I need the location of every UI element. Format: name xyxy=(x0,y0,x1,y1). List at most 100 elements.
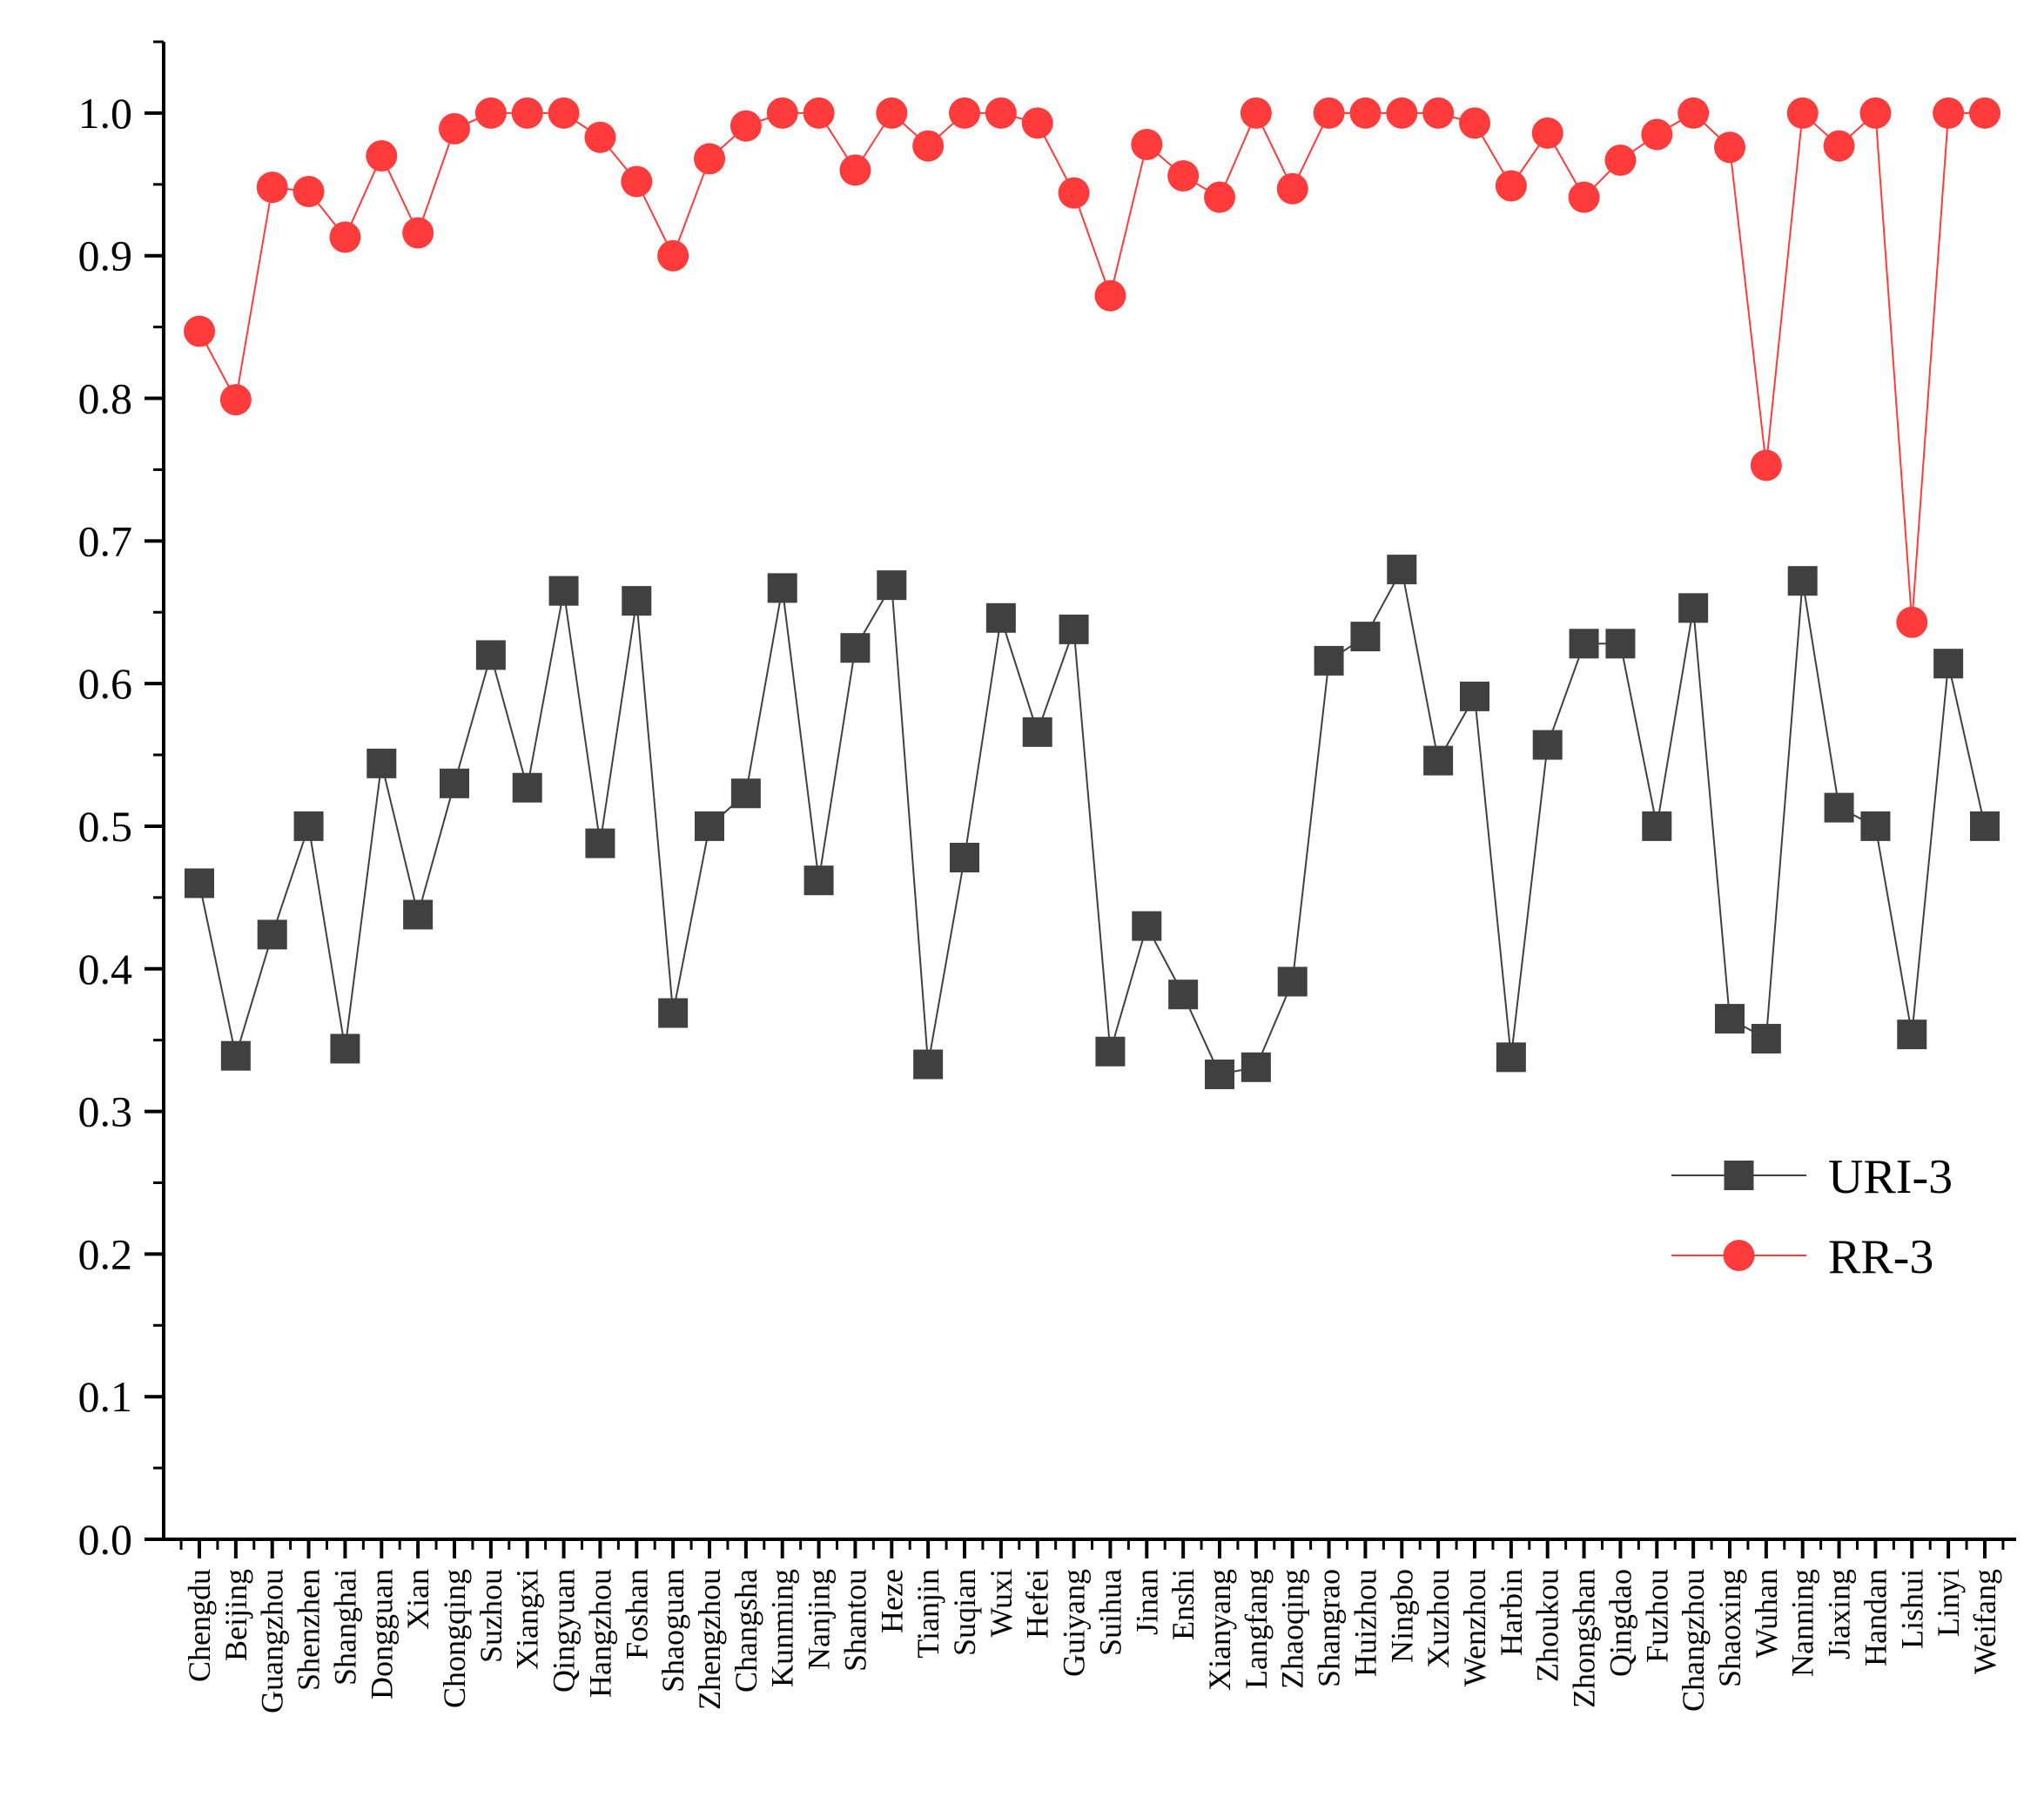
x-tick-label: Wuxi xyxy=(984,1569,1019,1638)
data-point-URI-3 xyxy=(1824,792,1854,823)
data-point-RR-3 xyxy=(1933,97,1965,129)
data-point-RR-3 xyxy=(766,97,798,129)
data-point-URI-3 xyxy=(293,811,324,841)
data-point-URI-3 xyxy=(1277,966,1308,997)
x-tick-label: Chongqing xyxy=(437,1569,472,1708)
data-point-URI-3 xyxy=(1095,1036,1126,1067)
data-point-RR-3 xyxy=(1678,97,1710,129)
series-URI-3 xyxy=(185,555,2000,1089)
x-tick-label: Suqian xyxy=(947,1569,982,1656)
data-point-URI-3 xyxy=(220,1040,251,1071)
x-tick-label: Harbin xyxy=(1494,1569,1529,1656)
x-tick-label: Dongguan xyxy=(364,1569,399,1699)
legend-label-URI-3: URI-3 xyxy=(1828,1150,1953,1204)
x-tick-label: Jinan xyxy=(1129,1569,1164,1635)
series-line-URI-3 xyxy=(198,567,1986,1076)
x-tick-label: Langfang xyxy=(1239,1569,1274,1689)
data-point-URI-3 xyxy=(1314,645,1344,676)
data-point-RR-3 xyxy=(1094,279,1126,312)
data-point-URI-3 xyxy=(1678,593,1709,623)
y-tick-label: 0.0 xyxy=(78,1515,133,1564)
data-point-URI-3 xyxy=(257,919,287,950)
x-tick-label: Tianjin xyxy=(911,1569,945,1659)
data-point-URI-3 xyxy=(1168,979,1199,1010)
data-point-RR-3 xyxy=(292,176,325,207)
y-tick-label: 0.4 xyxy=(78,945,133,993)
x-tick-label: Beijing xyxy=(219,1569,253,1661)
data-point-RR-3 xyxy=(1240,97,1272,129)
x-tick-label: Linyi xyxy=(1931,1569,1966,1637)
data-point-URI-3 xyxy=(803,865,834,896)
x-tick-label: Nanning xyxy=(1785,1569,1820,1677)
data-point-RR-3 xyxy=(839,154,871,186)
data-point-URI-3 xyxy=(622,586,652,616)
x-tick-label: Shantou xyxy=(837,1569,872,1672)
data-point-URI-3 xyxy=(877,570,907,601)
legend: URI-3 RR-3 xyxy=(1671,1150,1953,1284)
x-tick-label: Enshi xyxy=(1166,1569,1200,1640)
x-tick-label: Guangzhou xyxy=(255,1569,290,1713)
data-point-URI-3 xyxy=(1350,622,1381,652)
data-point-URI-3 xyxy=(440,768,469,798)
data-point-RR-3 xyxy=(694,143,725,175)
data-point-URI-3 xyxy=(1205,1059,1234,1089)
x-tick-label: Qingyuan xyxy=(547,1569,582,1693)
legend-marker-URI-3 xyxy=(1724,1161,1754,1190)
legend-label-RR-3: RR-3 xyxy=(1828,1230,1933,1284)
y-tick-label: 0.2 xyxy=(78,1229,133,1278)
x-tick-label: Guiyang xyxy=(1057,1569,1092,1677)
series-RR-3 xyxy=(184,97,2000,638)
data-point-RR-3 xyxy=(1167,159,1200,192)
data-point-RR-3 xyxy=(1859,97,1892,129)
data-point-RR-3 xyxy=(621,165,653,198)
data-point-RR-3 xyxy=(474,97,507,129)
x-tick-label: Xian xyxy=(400,1569,435,1630)
x-tick-label: Wenzhou xyxy=(1457,1569,1492,1686)
data-point-RR-3 xyxy=(1786,97,1819,129)
x-tick-label: Heze xyxy=(874,1569,909,1633)
data-point-URI-3 xyxy=(512,772,542,803)
data-point-URI-3 xyxy=(985,602,1016,633)
x-tick-label: Weifang xyxy=(1967,1569,2002,1674)
axes: 0.0 0.1 0.2 0.3 0.4 0.5 0.6 0.7 0.8 0.9 1.0 Chengdu… xyxy=(78,40,2016,1713)
x-tick-label: Shanghai xyxy=(327,1569,362,1686)
data-point-URI-3 xyxy=(1022,717,1052,747)
data-point-URI-3 xyxy=(730,778,761,809)
y-tick-label: 0.6 xyxy=(78,659,133,708)
data-point-RR-3 xyxy=(1058,177,1090,209)
x-tick-label: Xianyang xyxy=(1202,1569,1237,1691)
x-tick-label: Zhaoqing xyxy=(1275,1569,1310,1689)
x-tick-label: Xuzhou xyxy=(1421,1569,1456,1668)
y-tick-label: 0.3 xyxy=(78,1087,133,1136)
y-tick-label: 0.9 xyxy=(78,232,133,280)
data-point-URI-3 xyxy=(658,998,689,1028)
data-point-RR-3 xyxy=(1313,97,1345,129)
data-point-URI-3 xyxy=(1897,1020,1927,1050)
data-point-RR-3 xyxy=(985,97,1017,129)
data-point-URI-3 xyxy=(403,899,434,930)
data-point-RR-3 xyxy=(439,112,470,145)
data-point-URI-3 xyxy=(950,842,979,872)
data-point-URI-3 xyxy=(1132,911,1162,941)
legend-marker-RR-3 xyxy=(1723,1240,1755,1271)
x-tick-label: Changzhou xyxy=(1676,1569,1711,1712)
data-point-RR-3 xyxy=(1276,172,1308,205)
x-tick-label: Suihua xyxy=(1093,1569,1127,1656)
data-point-RR-3 xyxy=(1531,117,1563,149)
x-tick-label: Chengdu xyxy=(182,1569,217,1682)
data-point-URI-3 xyxy=(585,828,615,858)
data-point-RR-3 xyxy=(1131,128,1163,160)
x-tick-label: Foshan xyxy=(619,1569,654,1659)
data-point-RR-3 xyxy=(219,384,252,416)
data-point-URI-3 xyxy=(1605,629,1636,659)
x-tick-label: Huizhou xyxy=(1348,1569,1382,1677)
data-point-URI-3 xyxy=(1642,811,1672,841)
x-tick-label: Lishui xyxy=(1894,1569,1929,1649)
data-point-URI-3 xyxy=(840,633,871,663)
data-point-RR-3 xyxy=(366,140,398,172)
x-tick-label: Wuhan xyxy=(1749,1569,1784,1659)
x-tick-label: Suzhou xyxy=(474,1569,508,1663)
x-tick-label: Ningbo xyxy=(1384,1569,1419,1663)
data-point-URI-3 xyxy=(1970,811,2000,841)
